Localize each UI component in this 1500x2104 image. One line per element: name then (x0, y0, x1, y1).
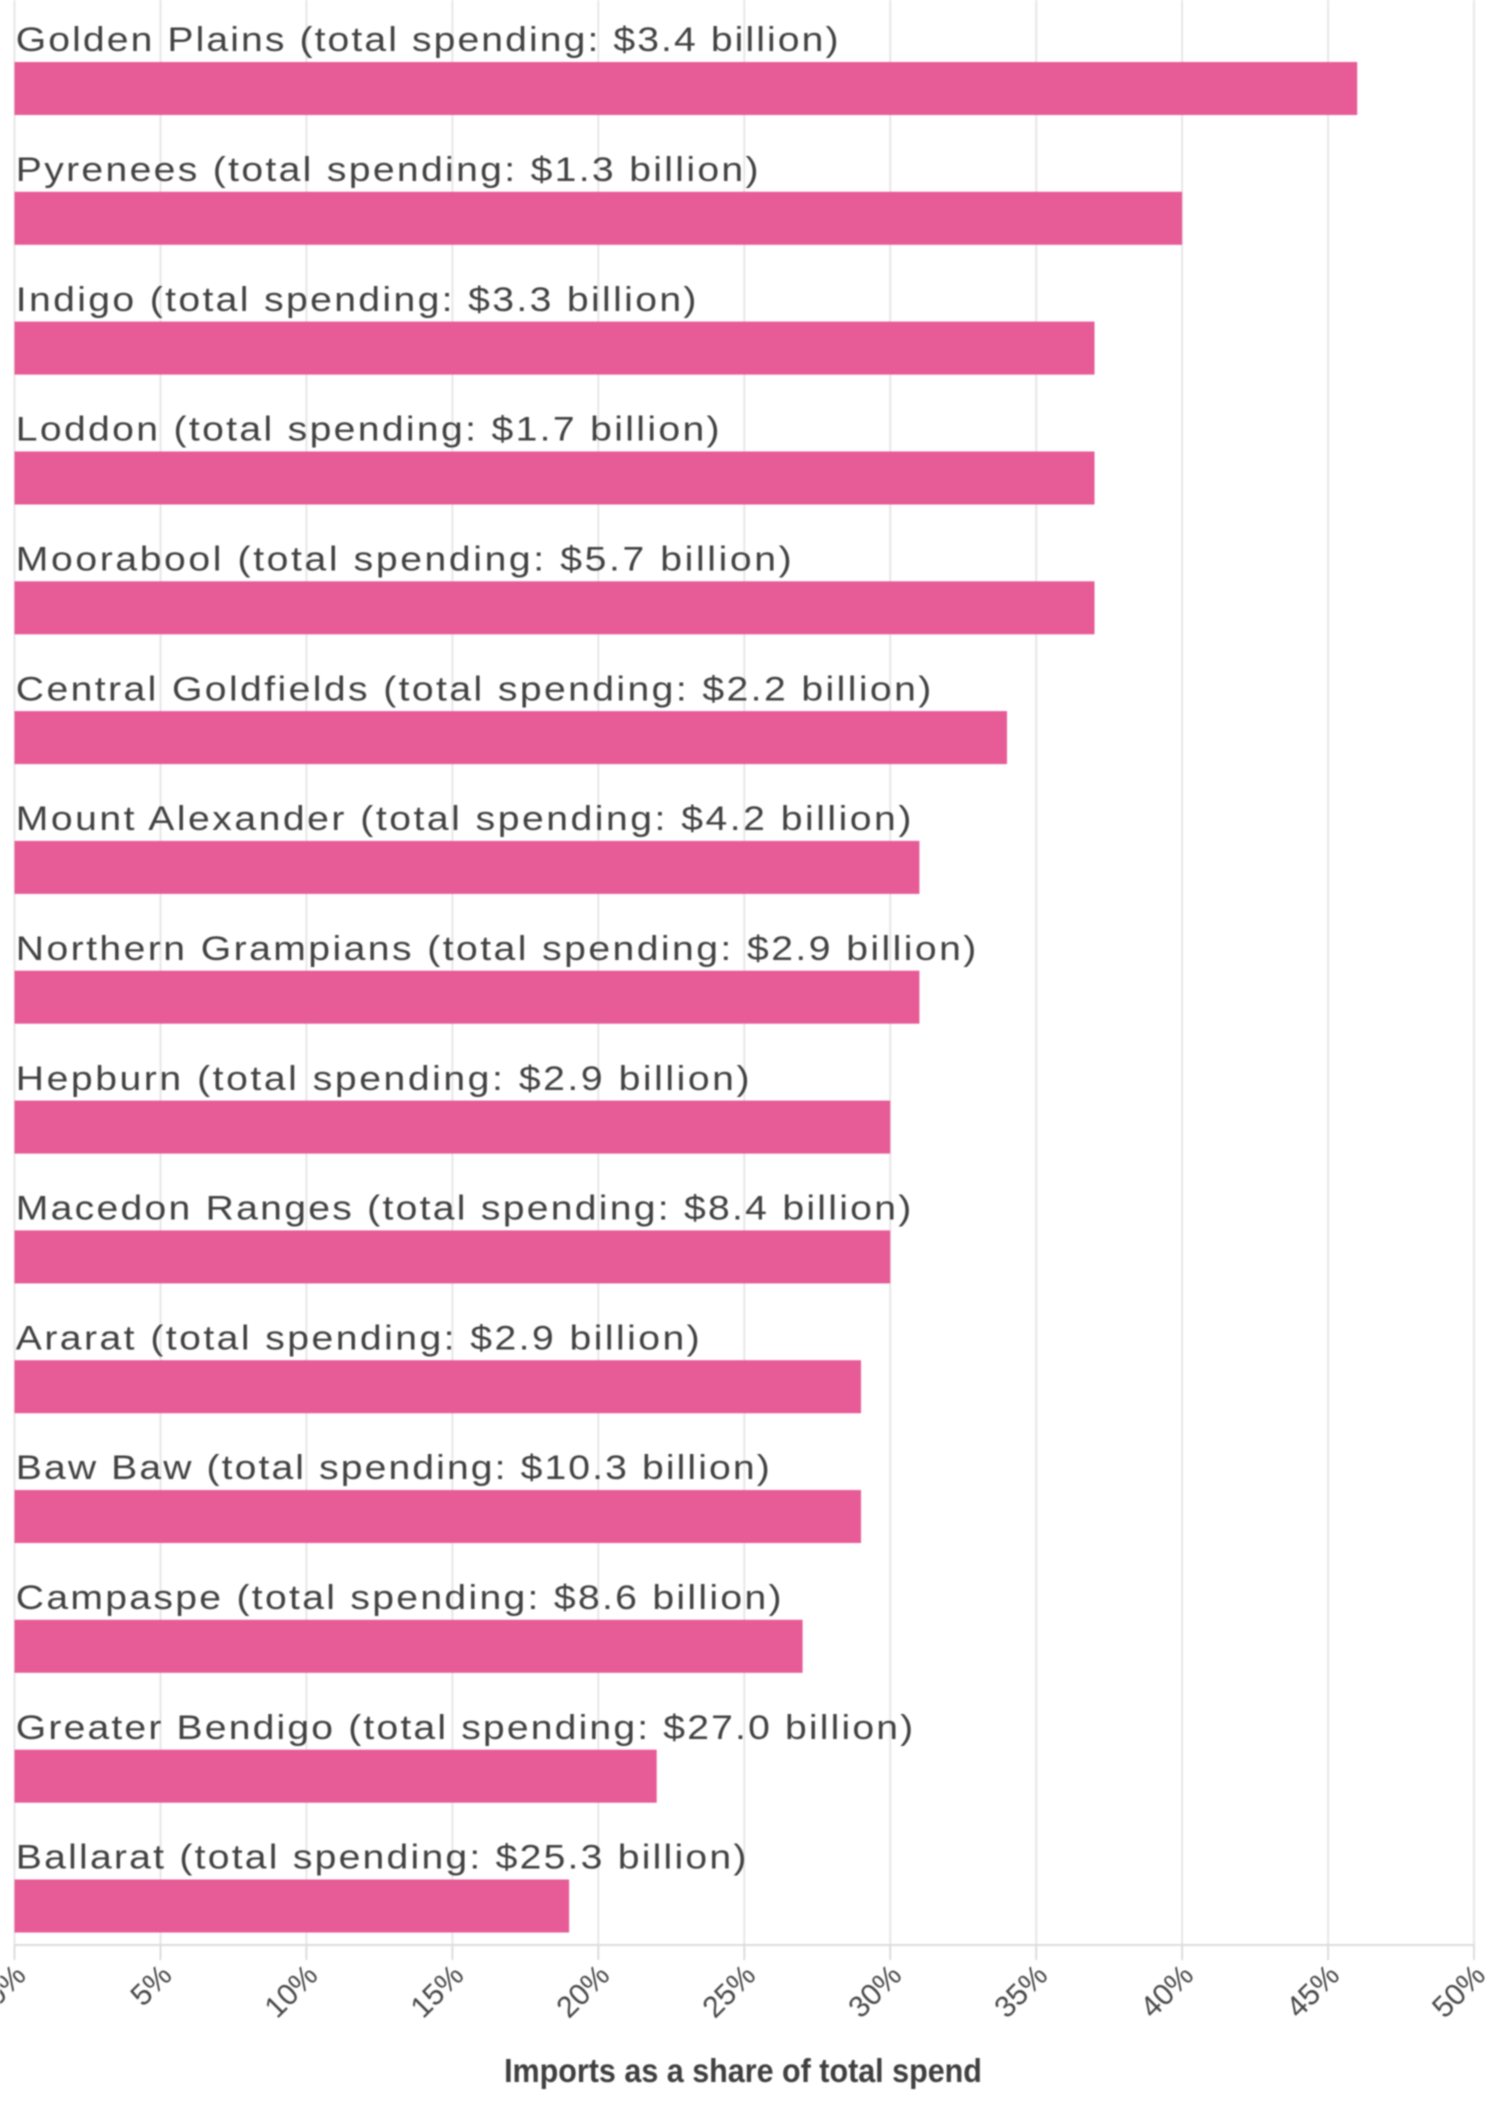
svg-text:Mount Alexander (total spendin: Mount Alexander (total spending: $4.2 bi… (16, 799, 914, 837)
svg-text:Imports as a share of total sp: Imports as a share of total spend (504, 2052, 982, 2089)
svg-text:Golden Plains (total spending:: Golden Plains (total spending: $3.4 bill… (16, 21, 841, 59)
svg-text:Campaspe (total spending: $8.6: Campaspe (total spending: $8.6 billion) (16, 1578, 784, 1616)
svg-text:Northern Grampians (total spen: Northern Grampians (total spending: $2.9… (16, 929, 979, 967)
svg-text:Greater Bendigo (total spendin: Greater Bendigo (total spending: $27.0 b… (16, 1708, 916, 1746)
svg-text:Moorabool (total spending: $5.: Moorabool (total spending: $5.7 billion) (16, 540, 794, 578)
svg-text:Ballarat (total spending: $25.: Ballarat (total spending: $25.3 billion) (16, 1838, 749, 1876)
svg-text:Ararat (total spending: $2.9 b: Ararat (total spending: $2.9 billion) (16, 1319, 702, 1357)
svg-text:Macedon Ranges (total spending: Macedon Ranges (total spending: $8.4 bil… (16, 1189, 914, 1227)
svg-text:Indigo (total spending: $3.3 b: Indigo (total spending: $3.3 billion) (16, 280, 699, 318)
svg-text:Baw Baw (total spending: $10.3: Baw Baw (total spending: $10.3 billion) (16, 1449, 772, 1487)
svg-text:Pyrenees (total spending: $1.3: Pyrenees (total spending: $1.3 billion) (16, 150, 761, 188)
svg-text:Central Goldfields (total spen: Central Goldfields (total spending: $2.2… (16, 670, 934, 708)
svg-text:Loddon (total spending: $1.7 b: Loddon (total spending: $1.7 billion) (16, 410, 722, 448)
svg-text:Hepburn (total spending: $2.9: Hepburn (total spending: $2.9 billion) (16, 1059, 752, 1097)
